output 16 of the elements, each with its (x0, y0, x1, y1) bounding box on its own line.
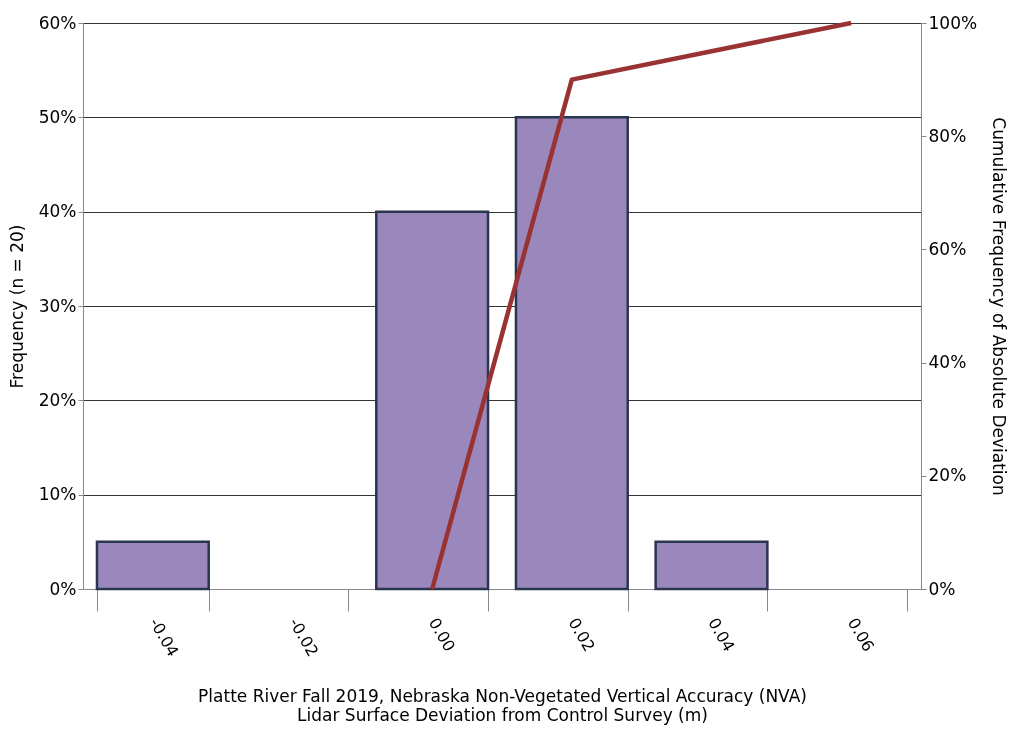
y-tick-label: 60% (38, 12, 77, 33)
y2-tick-label: 40% (928, 352, 967, 373)
y2-tick-label: 20% (928, 465, 967, 486)
y-tick-label: 40% (38, 201, 77, 222)
x-axis-title: Platte River Fall 2019, Nebraska Non-Vegetated Vertical Accuracy (NVA) Lidar Surface Deviation from Control Survey (m) (198, 686, 807, 726)
y2-tick-label: 80% (928, 125, 967, 146)
y-tick-label: 10% (38, 484, 77, 505)
y2-tick-label: 100% (928, 12, 978, 33)
y-axis-title: Frequency (n = 20) (6, 224, 27, 389)
y2-axis-title: Cumulative Frequency of Absolute Deviation (989, 117, 1010, 496)
y-tick-label: 50% (38, 106, 77, 127)
y-tick-label: 30% (38, 295, 77, 316)
y-tick-label: 0% (49, 578, 77, 599)
y-tick-label: 20% (38, 389, 77, 410)
y2-tick-label: 0% (928, 578, 956, 599)
y2-tick-label: 60% (928, 238, 967, 259)
